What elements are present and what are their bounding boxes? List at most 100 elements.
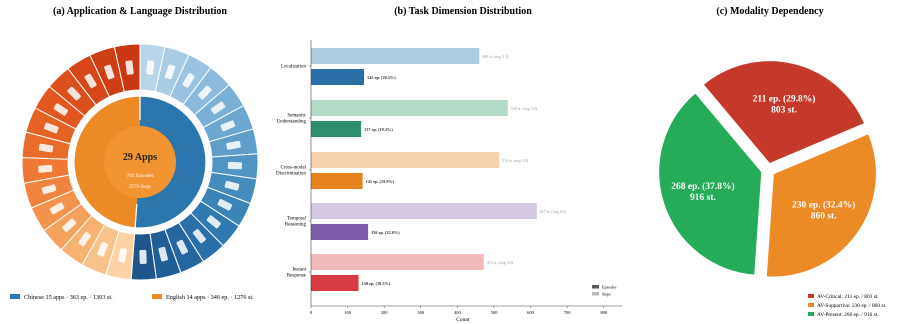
steps-bar-label: 617 st. (avg 4.0) — [540, 209, 567, 214]
modality-pie: 211 ep. (29.8%)803 st. 230 ep. (32.4%)860… — [657, 59, 878, 279]
legend-swatch-chinese — [10, 294, 20, 299]
outer-segment-label-box — [164, 64, 176, 80]
ring-separator — [68, 90, 212, 234]
steps-bar — [311, 152, 500, 168]
category-label: Instant — [292, 268, 306, 273]
outer-segment-label-box — [158, 246, 168, 262]
steps-bar-label: 514 st. (avg 3.6) — [502, 158, 529, 163]
outer-segment-label-box — [38, 143, 54, 153]
outer-segment-label-box — [49, 202, 65, 215]
category-label: Understanding — [277, 120, 307, 125]
panel-b-legend: Episodes Steps — [592, 285, 617, 297]
outer-segment-label-box — [224, 180, 240, 191]
episodes-bar-label: 137 ep. (19.3%) — [364, 127, 393, 132]
x-axis-ticks: 0 100 200 300 400 500 600 700 800 — [310, 306, 608, 315]
x-tick-label: 100 — [344, 310, 352, 315]
outer-segment-label-box — [206, 215, 221, 229]
episodes-bar — [311, 275, 359, 291]
outer-segment-label-box — [182, 73, 195, 88]
pie-slice-steps-label: 916 st. — [690, 193, 716, 203]
pie-slice-av-critical — [701, 59, 867, 166]
task-dimension-bars: 460 st. (avg 3.1) 145 ep. (20.5%) Localiza… — [276, 48, 567, 291]
panel-c-title: (c) Modality Dependency — [716, 6, 823, 17]
category-label: Discrimination — [276, 172, 306, 177]
legend-label-chinese: Chinese 15 apps · 363 ep. · 1303 st. — [24, 294, 113, 301]
episodes-bar-label: 156 ep. (22.0%) — [371, 230, 400, 235]
category-label: Temporal — [287, 217, 307, 222]
outer-segment-label-box — [198, 85, 212, 100]
outer-segment-label-box — [84, 73, 97, 89]
outer-segment-label-box — [53, 103, 68, 116]
legend-swatch-av-supportive — [808, 303, 814, 307]
x-tick-label: 600 — [527, 310, 535, 315]
app-language-donut — [21, 43, 259, 281]
category-label: Cross-modal — [280, 166, 306, 171]
legend-swatch-episodes — [592, 285, 599, 289]
pie-slice-label: 211 ep. (29.8%) — [753, 94, 816, 105]
steps-bar-label: 538 st. (avg 3.9) — [511, 106, 538, 111]
outer-segment-label-box — [118, 248, 128, 263]
outer-segment-label-box — [176, 239, 188, 255]
outer-segment-label-box — [97, 242, 109, 257]
episodes-bar — [311, 224, 369, 240]
donut-center-title: 29 Apps — [123, 152, 157, 163]
donut-center-episodes: 709 Episodes — [127, 174, 154, 179]
legend-label-av-supportive: AV-Supportive: 230 ep. / 860 st. — [817, 303, 886, 309]
outer-segment-label-box — [192, 229, 206, 244]
legend-label-av-present: AV-Present: 268 ep. / 916 st. — [817, 312, 879, 318]
outer-segment-label-box — [139, 249, 147, 265]
legend-swatch-av-present — [808, 312, 814, 316]
x-tick-label: 400 — [454, 310, 462, 315]
steps-bar — [311, 48, 480, 64]
x-tick-label: 0 — [310, 310, 313, 315]
donut-center-disk — [104, 126, 176, 198]
category-label: Semantic — [287, 114, 306, 119]
steps-bar — [311, 254, 484, 270]
outer-segment-label-box — [67, 86, 81, 101]
steps-bar — [311, 203, 537, 219]
x-tick-label: 300 — [417, 310, 425, 315]
episodes-bar — [311, 121, 362, 137]
outer-segment-label-box — [227, 161, 243, 170]
legend-label-av-critical: AV-Critical: 211 ep. / 803 st. — [817, 294, 879, 300]
category-label: Reasoning — [285, 223, 307, 228]
outer-segment-label-box — [125, 60, 134, 75]
outer-segment-label-box — [104, 64, 115, 80]
x-tick-label: 500 — [491, 310, 499, 315]
x-axis-label: Count — [456, 317, 470, 323]
pie-slice-steps-label: 860 st. — [811, 212, 837, 222]
legend-swatch-english — [152, 294, 162, 299]
panel-b-title: (b) Task Dimension Distribution — [394, 6, 532, 17]
steps-bar — [311, 100, 508, 116]
panel-b: (b) Task Dimension Distribution 460 st. … — [276, 6, 622, 323]
outer-segment-label-box — [41, 184, 57, 195]
legend-label-episodes: Episodes — [602, 285, 617, 290]
pie-slice-steps-label: 803 st. — [771, 106, 797, 116]
outer-segment-label-box — [38, 164, 53, 173]
outer-segment-label-box — [220, 120, 236, 132]
steps-bar-label: 472 st. (avg 3.6) — [487, 260, 514, 265]
pie-slice-label: 230 ep. (32.4%) — [792, 200, 855, 211]
x-tick-label: 800 — [600, 310, 608, 315]
outer-segment-label-box — [210, 101, 226, 115]
episodes-bar-label: 141 ep. (19.9%) — [366, 179, 395, 184]
outer-segment-label-box — [78, 232, 91, 247]
donut-center-steps: 2579 Steps — [129, 185, 151, 190]
outer-segment-label-box — [62, 218, 77, 232]
panel-a: (a) Application & Language Distribution … — [10, 6, 259, 301]
category-label: Localization — [281, 65, 306, 70]
episodes-bar — [311, 173, 363, 189]
outer-segment-label-box — [43, 122, 59, 134]
panel-c-legend: AV-Critical: 211 ep. / 803 st. AV-Suppor… — [808, 294, 886, 318]
outer-segment-label-box — [217, 198, 233, 211]
panel-c: (c) Modality Dependency 211 ep. (29.8%)8… — [657, 6, 886, 318]
episodes-bar-label: 130 ep. (18.3%) — [362, 281, 391, 286]
legend-swatch-steps — [592, 292, 599, 296]
x-tick-label: 200 — [381, 310, 389, 315]
category-label: Response — [287, 274, 307, 279]
steps-bar-label: 460 st. (avg 3.1) — [482, 54, 509, 59]
episodes-bar-label: 145 ep. (20.5%) — [367, 75, 396, 80]
pie-slice-av-supportive — [764, 131, 878, 279]
panel-a-title: (a) Application & Language Distribution — [53, 6, 227, 17]
